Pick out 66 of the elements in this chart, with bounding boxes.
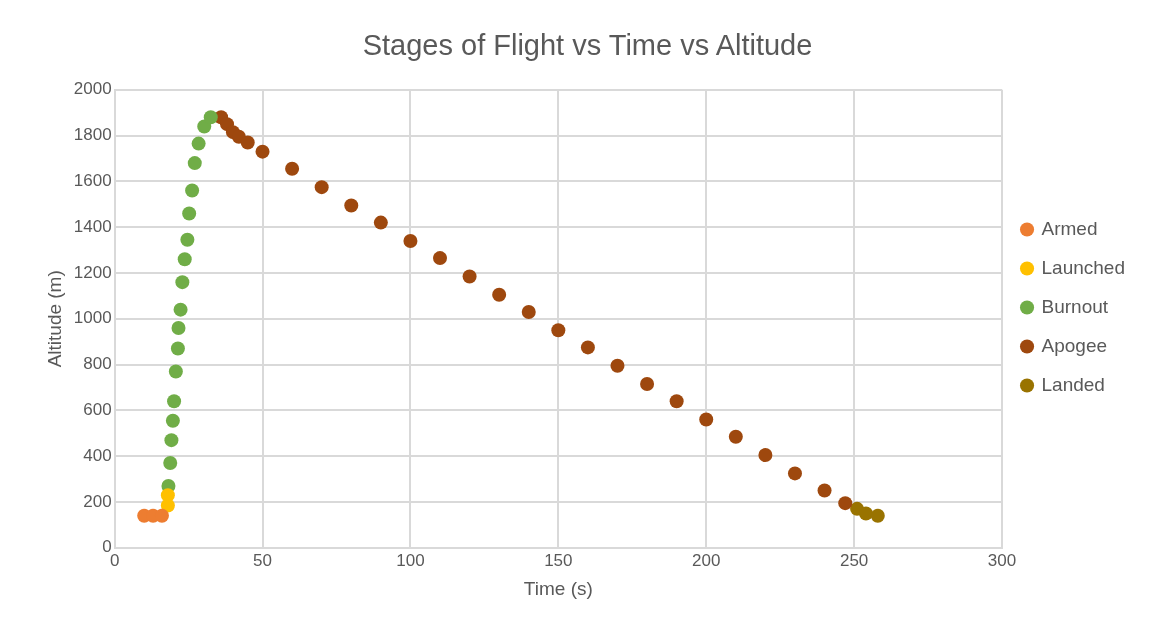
x-tick-label: 100 <box>396 550 425 570</box>
point <box>255 144 270 159</box>
legend-label: Apogee <box>1041 334 1108 356</box>
point <box>182 206 197 221</box>
point <box>314 180 329 195</box>
point <box>433 251 447 266</box>
point <box>163 456 178 471</box>
y-tick-label: 1800 <box>73 125 112 145</box>
y-tick-label: 0 <box>102 537 112 557</box>
y-tick-label: 2000 <box>73 79 112 99</box>
point <box>817 483 832 498</box>
point <box>164 433 179 448</box>
point <box>669 394 684 409</box>
point <box>462 269 477 284</box>
point <box>170 341 185 356</box>
x-tick-label: 50 <box>253 550 272 570</box>
point <box>858 506 873 521</box>
point <box>580 340 595 355</box>
legend-label: Launched <box>1041 256 1125 278</box>
y-axis-title: Altitude (m) <box>43 270 65 368</box>
y-tick-label: 1000 <box>73 308 112 328</box>
legend-label: Landed <box>1041 373 1105 395</box>
chart-title: Stages of Flight vs Time vs Altitude <box>362 29 813 62</box>
point <box>160 488 175 503</box>
point <box>640 377 655 392</box>
point <box>610 358 625 373</box>
point <box>521 304 536 319</box>
point <box>838 496 853 511</box>
point <box>699 412 714 427</box>
point <box>175 275 190 290</box>
point <box>171 320 186 335</box>
point <box>203 110 218 125</box>
point <box>240 135 255 150</box>
point <box>551 323 566 338</box>
point <box>173 302 188 317</box>
point <box>165 413 180 428</box>
y-tick-label: 800 <box>83 354 112 374</box>
point <box>492 287 507 302</box>
point <box>167 394 182 409</box>
y-tick-label: 1600 <box>73 171 112 191</box>
point <box>373 215 388 230</box>
y-tick-label: 1400 <box>73 216 112 236</box>
point <box>728 429 743 444</box>
point <box>787 466 802 481</box>
point <box>177 252 192 267</box>
x-tick-label: 150 <box>544 550 573 570</box>
y-tick-label: 1200 <box>73 262 112 282</box>
y-tick-label: 400 <box>83 445 112 465</box>
point <box>344 198 359 213</box>
point <box>870 508 885 523</box>
x-tick-label: 300 <box>987 550 1017 570</box>
point <box>191 136 206 151</box>
y-tick-label: 600 <box>83 400 112 420</box>
point <box>185 183 200 198</box>
point <box>285 161 300 176</box>
point <box>180 232 195 247</box>
point <box>168 364 183 379</box>
x-tick-label: 200 <box>692 550 721 570</box>
point <box>187 156 202 171</box>
legend-label: Armed <box>1041 217 1098 239</box>
legend-label: Burnout <box>1041 295 1109 317</box>
x-tick-label: 250 <box>839 550 869 570</box>
y-tick-label: 200 <box>83 491 112 511</box>
x-axis-title: Time (s) <box>523 577 593 599</box>
point <box>758 448 773 463</box>
point <box>403 233 418 248</box>
